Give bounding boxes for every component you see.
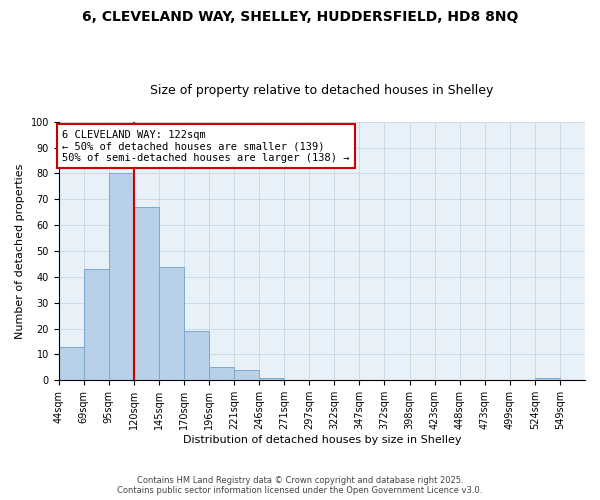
Y-axis label: Number of detached properties: Number of detached properties [15, 164, 25, 339]
Bar [109, 174, 134, 380]
Bar [159, 266, 184, 380]
Bar [184, 331, 209, 380]
Bar [234, 370, 259, 380]
X-axis label: Distribution of detached houses by size in Shelley: Distribution of detached houses by size … [182, 435, 461, 445]
Text: Contains HM Land Registry data © Crown copyright and database right 2025.
Contai: Contains HM Land Registry data © Crown c… [118, 476, 482, 495]
Bar [209, 368, 234, 380]
Text: 6, CLEVELAND WAY, SHELLEY, HUDDERSFIELD, HD8 8NQ: 6, CLEVELAND WAY, SHELLEY, HUDDERSFIELD,… [82, 10, 518, 24]
Text: 6 CLEVELAND WAY: 122sqm
← 50% of detached houses are smaller (139)
50% of semi-d: 6 CLEVELAND WAY: 122sqm ← 50% of detache… [62, 130, 350, 162]
Bar [259, 378, 284, 380]
Title: Size of property relative to detached houses in Shelley: Size of property relative to detached ho… [150, 84, 494, 97]
Bar [59, 346, 84, 380]
Bar [84, 269, 109, 380]
Bar [535, 378, 560, 380]
Bar [134, 207, 159, 380]
